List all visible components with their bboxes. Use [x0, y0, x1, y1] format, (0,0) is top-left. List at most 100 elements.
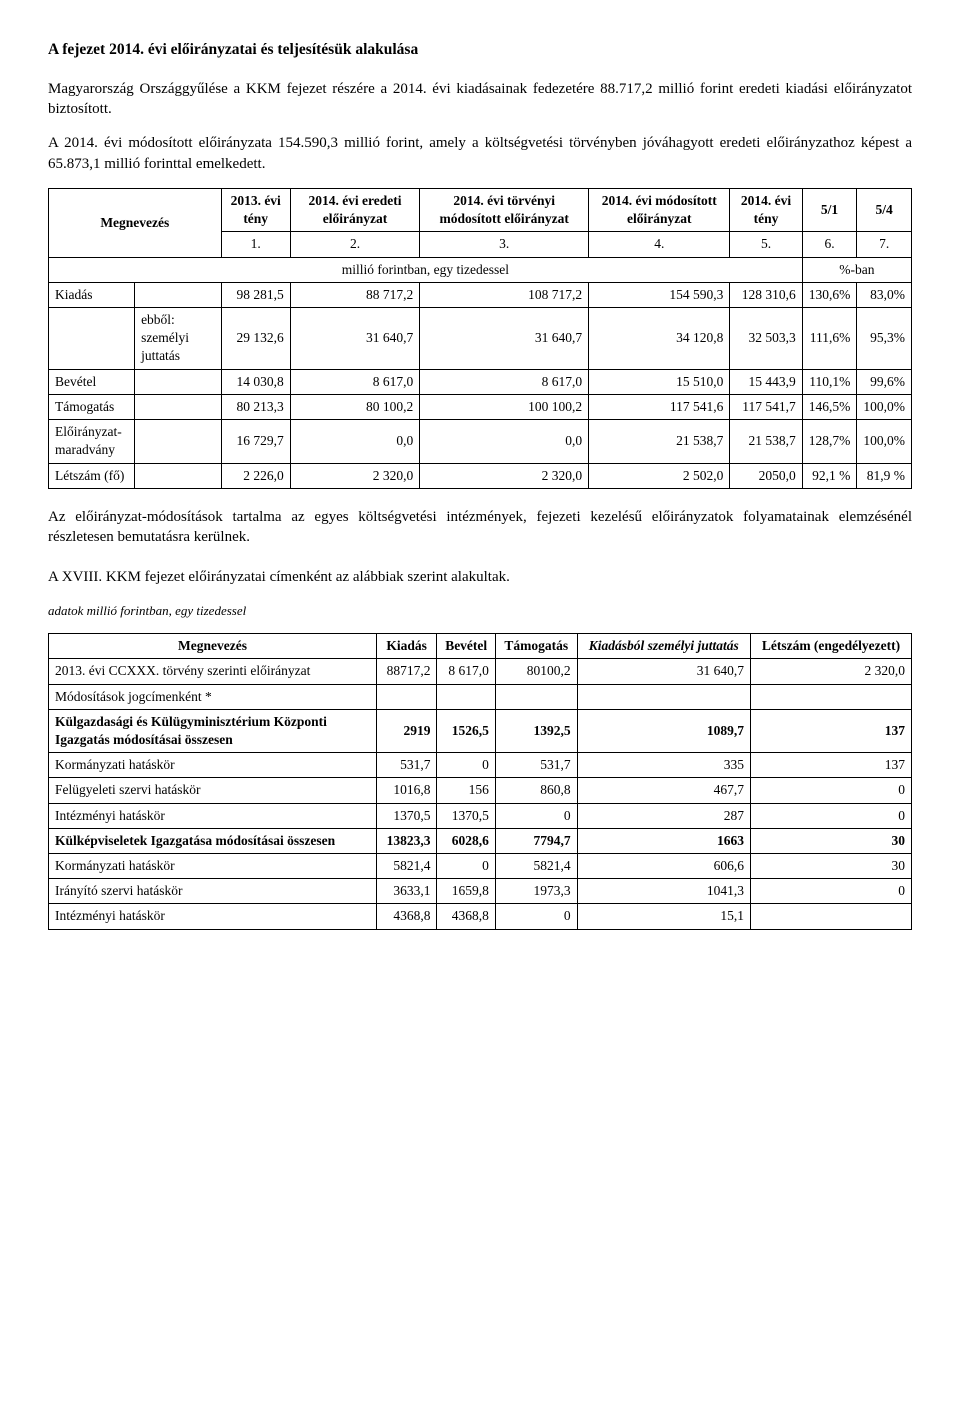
- t1-cell: 92,1 %: [802, 463, 857, 488]
- t1-cell: 98 281,5: [221, 282, 290, 307]
- t1-cell: 2 320,0: [420, 463, 589, 488]
- t1-cell: 29 132,6: [221, 308, 290, 370]
- paragraph-4: A XVIII. KKM fejezet előirányzatai címen…: [48, 567, 912, 587]
- t2-cell: 1663: [577, 828, 750, 853]
- t1-idx6: 6.: [802, 232, 857, 257]
- t2-cell: 1659,8: [437, 879, 495, 904]
- t1-row-label: Kiadás: [49, 282, 135, 307]
- t1-cell: 95,3%: [857, 308, 912, 370]
- t1-h5: 2014. évi tény: [730, 188, 802, 231]
- t2-cell: 0: [750, 803, 911, 828]
- t2-cell: 137: [750, 753, 911, 778]
- t1-cell: 32 503,3: [730, 308, 802, 370]
- t1-idx1: 1.: [221, 232, 290, 257]
- t1-h2: 2014. évi eredeti előirányzat: [290, 188, 419, 231]
- t2-cell: 156: [437, 778, 495, 803]
- t2-cell: 1392,5: [495, 709, 577, 752]
- t2-cell: [750, 904, 911, 929]
- table-row: Kormányzati hatáskör5821,405821,4606,630: [49, 854, 912, 879]
- t2-cell: 2 320,0: [750, 659, 911, 684]
- t1-row-label: Létszám (fő): [49, 463, 135, 488]
- t1-cell: 83,0%: [857, 282, 912, 307]
- t2-cell: 0: [495, 904, 577, 929]
- t2-cell: 30: [750, 854, 911, 879]
- t2-cell: 6028,6: [437, 828, 495, 853]
- t2-cell: 860,8: [495, 778, 577, 803]
- t1-idx2: 2.: [290, 232, 419, 257]
- t2-cell: 0: [750, 778, 911, 803]
- t2-cell: 1089,7: [577, 709, 750, 752]
- t1-cell: 99,6%: [857, 369, 912, 394]
- table-row: Létszám (fő)2 226,02 320,02 320,02 502,0…: [49, 463, 912, 488]
- t1-cell: 15 443,9: [730, 369, 802, 394]
- t2-cell: 0: [437, 753, 495, 778]
- t1-idx5: 5.: [730, 232, 802, 257]
- t1-h4: 2014. évi módosított előirányzat: [589, 188, 730, 231]
- t1-cell: 130,6%: [802, 282, 857, 307]
- t2-h-kszj: Kiadásból személyi juttatás: [577, 634, 750, 659]
- t2-cell: [495, 684, 577, 709]
- t1-cell: 146,5%: [802, 394, 857, 419]
- t2-h-bev: Bevétel: [437, 634, 495, 659]
- t2-row-label: Intézményi hatáskör: [49, 904, 377, 929]
- t2-cell: 0: [750, 879, 911, 904]
- t1-row-label: Bevétel: [49, 369, 135, 394]
- t1-h7: 5/4: [857, 188, 912, 231]
- t2-cell: 606,6: [577, 854, 750, 879]
- t2-h-meg: Megnevezés: [49, 634, 377, 659]
- table-row: Bevétel14 030,88 617,08 617,015 510,015 …: [49, 369, 912, 394]
- t1-idx7: 7.: [857, 232, 912, 257]
- t2-cell: 4368,8: [376, 904, 437, 929]
- t2-cell: 5821,4: [495, 854, 577, 879]
- t1-unit-right: %-ban: [802, 257, 911, 282]
- t1-cell: 8 617,0: [290, 369, 419, 394]
- page-title: A fejezet 2014. évi előirányzatai és tel…: [48, 40, 912, 61]
- t2-cell: 137: [750, 709, 911, 752]
- paragraph-2: A 2014. évi módosított előirányzata 154.…: [48, 133, 912, 174]
- t1-row-sublabel: [135, 463, 222, 488]
- t1-idx4: 4.: [589, 232, 730, 257]
- table-row: Intézményi hatáskör4368,84368,8015,1: [49, 904, 912, 929]
- t1-cell: 15 510,0: [589, 369, 730, 394]
- table-row: ebből: személyi juttatás29 132,631 640,7…: [49, 308, 912, 370]
- paragraph-3: Az előirányzat-módosítások tartalma az e…: [48, 507, 912, 548]
- t2-cell: 1041,3: [577, 879, 750, 904]
- t2-cell: 7794,7: [495, 828, 577, 853]
- t2-h-kiad: Kiadás: [376, 634, 437, 659]
- t1-row-sublabel: [135, 282, 222, 307]
- t2-cell: 8 617,0: [437, 659, 495, 684]
- table-row: Intézményi hatáskör1370,51370,502870: [49, 803, 912, 828]
- t1-cell: 128 310,6: [730, 282, 802, 307]
- t2-cell: 1973,3: [495, 879, 577, 904]
- t1-cell: 14 030,8: [221, 369, 290, 394]
- t1-cell: 108 717,2: [420, 282, 589, 307]
- t2-cell: [577, 684, 750, 709]
- t1-cell: 2 502,0: [589, 463, 730, 488]
- t1-cell: 2 226,0: [221, 463, 290, 488]
- t1-row-label: Előirányzat-maradvány: [49, 420, 135, 463]
- t2-cell: 335: [577, 753, 750, 778]
- t1-cell: 117 541,6: [589, 394, 730, 419]
- table-row: Külgazdasági és Külügyminisztérium Közpo…: [49, 709, 912, 752]
- t1-h1: 2013. évi tény: [221, 188, 290, 231]
- t2-cell: 3633,1: [376, 879, 437, 904]
- t1-cell: 117 541,7: [730, 394, 802, 419]
- table-row: Kormányzati hatáskör531,70531,7335137: [49, 753, 912, 778]
- t1-cell: 8 617,0: [420, 369, 589, 394]
- t2-cell: 287: [577, 803, 750, 828]
- t1-cell: 0,0: [290, 420, 419, 463]
- t1-row-sublabel: [135, 394, 222, 419]
- t2-cell: 13823,3: [376, 828, 437, 853]
- t2-cell: 88717,2: [376, 659, 437, 684]
- table-row: Külképviseletek Igazgatása módosításai ö…: [49, 828, 912, 853]
- table-row: 2013. évi CCXXX. törvény szerinti előirá…: [49, 659, 912, 684]
- t1-cell: 81,9 %: [857, 463, 912, 488]
- t2-row-label: 2013. évi CCXXX. törvény szerinti előirá…: [49, 659, 377, 684]
- table-row: Támogatás80 213,380 100,2100 100,2117 54…: [49, 394, 912, 419]
- t2-cell: 1370,5: [376, 803, 437, 828]
- t2-row-label: Külgazdasági és Külügyminisztérium Közpo…: [49, 709, 377, 752]
- t2-row-label: Irányító szervi hatáskör: [49, 879, 377, 904]
- t1-cell: 2 320,0: [290, 463, 419, 488]
- t1-cell: 110,1%: [802, 369, 857, 394]
- t1-h-meg: Megnevezés: [49, 188, 222, 257]
